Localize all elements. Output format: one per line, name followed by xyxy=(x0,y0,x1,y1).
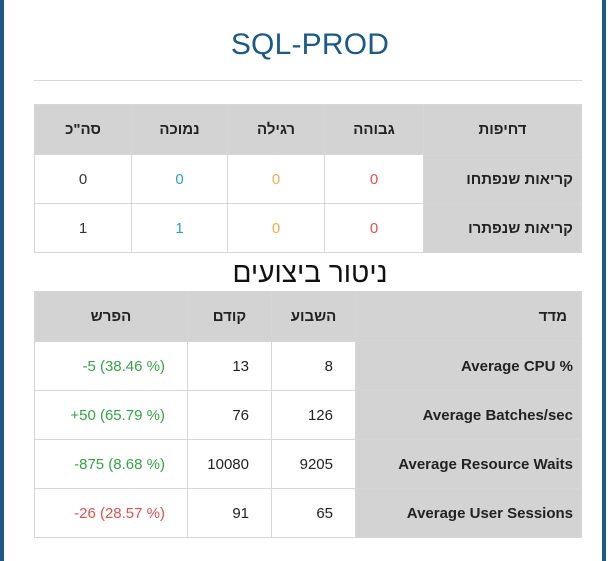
waits-diff: -875 (8.68 %) xyxy=(34,439,188,489)
resolved-total: 1 xyxy=(34,203,132,253)
header-this-week: השבוע xyxy=(271,291,356,342)
header-high: גבוהה xyxy=(324,104,424,155)
metric-user-sessions: Average User Sessions xyxy=(355,488,582,538)
table-row: Average User Sessions 65 91 -26 (28.57 %… xyxy=(34,488,582,538)
waits-previous: 10080 xyxy=(187,439,272,489)
cpu-diff: -5 (38.46 %) xyxy=(34,341,188,391)
tickets-header-row: דחיפות גבוהה רגילה נמוכה סה"כ xyxy=(34,104,582,155)
performance-table: מדד השבוע קודם הפרש Average CPU % 8 13 -… xyxy=(34,291,582,538)
sessions-diff: -26 (28.57 %) xyxy=(34,488,188,538)
header-normal: רגילה xyxy=(227,104,325,155)
waits-this-week: 9205 xyxy=(271,439,356,489)
header-urgency: דחיפות xyxy=(423,104,582,155)
opened-high: 0 xyxy=(324,154,424,204)
batches-this-week: 126 xyxy=(271,390,356,440)
table-row: קריאות שנפתחו 0 0 0 0 xyxy=(34,154,582,204)
resolved-low: 1 xyxy=(131,203,228,253)
header-previous: קודם xyxy=(187,291,272,342)
row-label-resolved: קריאות שנפתרו xyxy=(423,203,582,253)
cpu-this-week: 8 xyxy=(271,341,356,391)
divider xyxy=(34,80,582,81)
opened-normal: 0 xyxy=(227,154,325,204)
opened-total: 0 xyxy=(34,154,132,204)
sessions-previous: 91 xyxy=(187,488,272,538)
metric-batches: Average Batches/sec xyxy=(355,390,582,440)
metric-resource-waits: Average Resource Waits xyxy=(355,439,582,489)
cpu-previous: 13 xyxy=(187,341,272,391)
batches-previous: 76 xyxy=(187,390,272,440)
page-title: SQL-PROD xyxy=(230,28,390,61)
header-low: נמוכה xyxy=(131,104,228,155)
table-row: Average Batches/sec 126 76 +50 (65.79 %) xyxy=(34,390,582,440)
report-card: SQL-PROD דחיפות גבוהה רגילה נמוכה סה"כ ק… xyxy=(18,6,602,554)
metric-cpu: Average CPU % xyxy=(355,341,582,391)
resolved-high: 0 xyxy=(324,203,424,253)
header-diff: הפרש xyxy=(34,291,188,342)
tickets-table: דחיפות גבוהה רגילה נמוכה סה"כ קריאות שנפ… xyxy=(34,104,582,253)
table-row: Average CPU % 8 13 -5 (38.46 %) xyxy=(34,341,582,391)
table-row: Average Resource Waits 9205 10080 -875 (… xyxy=(34,439,582,489)
header-metric: מדד xyxy=(355,291,582,342)
batches-diff: +50 (65.79 %) xyxy=(34,390,188,440)
opened-low: 0 xyxy=(131,154,228,204)
sessions-this-week: 65 xyxy=(271,488,356,538)
performance-header-row: מדד השבוע קודם הפרש xyxy=(34,291,582,342)
row-label-opened: קריאות שנפתחו xyxy=(423,154,582,204)
resolved-normal: 0 xyxy=(227,203,325,253)
header-total: סה"כ xyxy=(34,104,132,155)
table-row: קריאות שנפתרו 0 0 1 1 xyxy=(34,203,582,253)
performance-title: ניטור ביצועים xyxy=(232,257,388,288)
